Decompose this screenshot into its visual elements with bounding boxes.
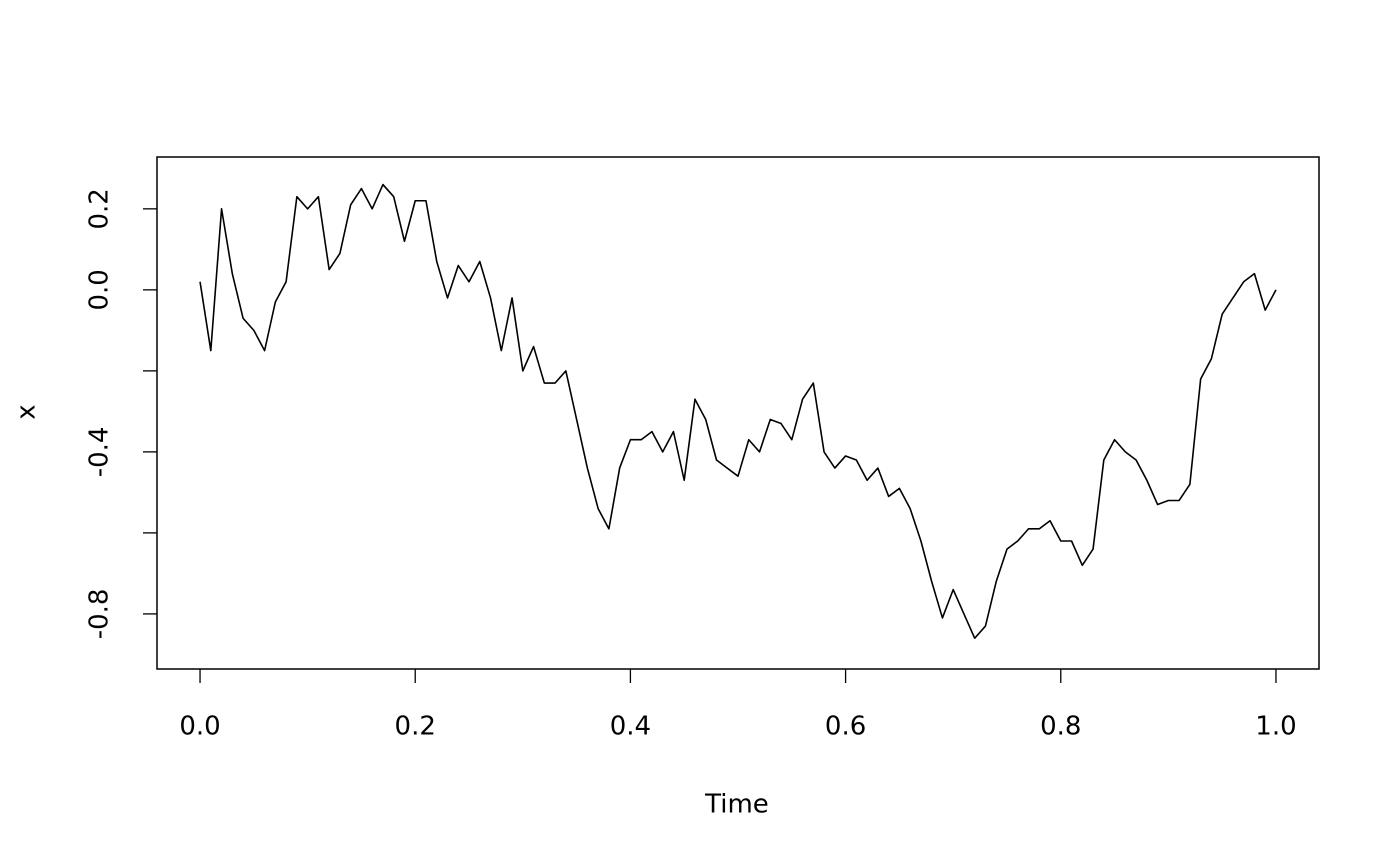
x-axis-label: Time [704,790,769,820]
x-tick-label: 0.0 [179,712,220,742]
y-tick-label: 0.0 [85,269,115,310]
plot-frame [156,156,1320,670]
x-tick-label: 0.6 [825,712,866,742]
x-tick-label: 0.4 [610,712,651,742]
x-tick-label: 1.0 [1255,712,1296,742]
y-tick-label: -0.8 [85,589,115,640]
y-tick-label: -0.4 [85,427,115,478]
x-tick-label: 0.8 [1040,712,1081,742]
y-tick-label: 0.2 [85,188,115,229]
x-tick-label: 0.2 [395,712,436,742]
y-axis-label: x [12,404,42,419]
data-line [199,183,1277,640]
